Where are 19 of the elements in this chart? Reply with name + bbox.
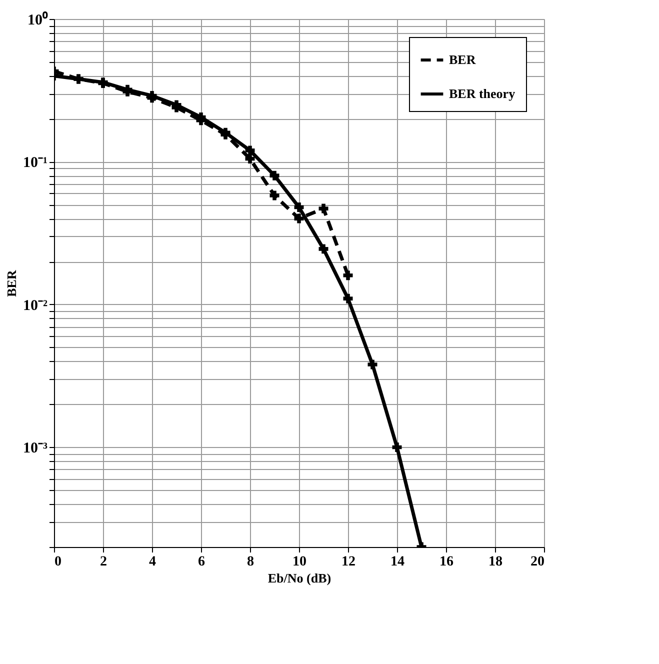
legend-label: BER theory xyxy=(449,86,516,101)
y-tick-label: 10⁰ xyxy=(28,10,48,28)
x-tick-label: 2 xyxy=(100,554,107,570)
x-tick-label: 10 xyxy=(292,554,306,570)
legend-label: BER xyxy=(449,52,476,67)
y-tick-label: 10⁻¹ xyxy=(23,155,48,172)
x-tick-label: 0 xyxy=(54,554,62,570)
x-tick-label: 16 xyxy=(440,554,454,570)
x-axis-title: Eb/No (dB) xyxy=(268,570,332,586)
y-tick-label: 10⁻³ xyxy=(23,440,48,457)
y-axis-title: BER xyxy=(4,270,20,297)
x-tick-label: 4 xyxy=(149,554,156,570)
x-tick-label: 14 xyxy=(390,554,404,570)
y-tick-label: 10⁻² xyxy=(23,298,48,314)
x-tick-label: 12 xyxy=(342,554,356,570)
x-tick-label: 18 xyxy=(488,554,502,570)
x-tick-label: 8 xyxy=(247,554,254,570)
x-tick-label: 6 xyxy=(198,554,205,570)
x-tick-label: 20 xyxy=(530,554,544,570)
